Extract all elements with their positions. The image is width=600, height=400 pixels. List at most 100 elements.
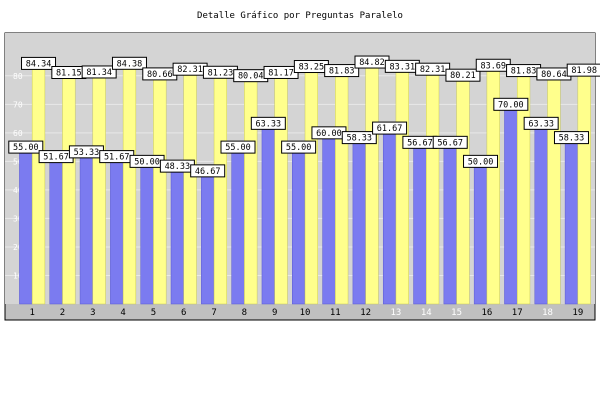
data-label-box [523, 116, 559, 130]
data-label-box [372, 121, 408, 135]
data-label: 82.31 [177, 65, 203, 75]
x-axis-ticks: 1 2 3 4 5 6 7 8 9 10 11 12 13 14 15 16 17 18 19 [29, 308, 583, 318]
data-label: 84.34 [26, 59, 52, 69]
x-tick-label: 2 [60, 308, 65, 318]
y-tick-label: 20 [13, 243, 23, 252]
bar-series-1 [231, 146, 245, 305]
data-label: 70.00 [498, 100, 524, 110]
data-label: 53.33 [74, 148, 100, 158]
data-label: 63.33 [528, 119, 554, 129]
chart-title: Detalle Gráfico por Preguntas Paralelo [197, 11, 403, 21]
data-label: 80.66 [147, 70, 173, 80]
data-labels: 55.00 84.34 51.67 81.15 53.33 81.34 51.67 84.38… [8, 55, 600, 178]
bar-series-2 [456, 74, 470, 305]
data-label: 61.67 [377, 124, 403, 134]
bar-series-2 [213, 72, 228, 305]
data-label: 55.00 [225, 143, 251, 153]
bar-series-1 [504, 104, 518, 305]
bar-series-1 [443, 142, 457, 305]
bar-series-2 [183, 68, 197, 305]
data-label-box [566, 63, 600, 77]
x-tick-label: 6 [181, 308, 186, 318]
bar-series-2 [426, 68, 440, 305]
y-tick-label: 40 [13, 186, 23, 195]
data-label: 82.31 [420, 65, 446, 75]
x-tick-label: 1 [29, 308, 34, 318]
bar-series-2 [153, 73, 167, 305]
bar-series-1 [473, 161, 488, 305]
data-label-box [341, 131, 377, 145]
data-label: 46.67 [195, 167, 221, 177]
x-tick-label: 3 [90, 308, 95, 318]
data-label-box [81, 65, 117, 79]
data-label: 81.98 [571, 66, 597, 76]
data-label: 84.38 [117, 59, 143, 69]
data-label: 51.67 [104, 153, 130, 163]
x-tick-label: 15 [451, 308, 462, 318]
bar-series-1 [201, 170, 215, 305]
bar-series-1 [19, 146, 33, 305]
data-label-box [111, 56, 147, 70]
bar-series-1 [170, 165, 184, 305]
data-label-box [8, 140, 44, 154]
data-label: 50.00 [468, 157, 494, 167]
data-label: 63.33 [256, 119, 282, 129]
bar-series-1 [564, 137, 579, 305]
bar-series-1 [322, 132, 336, 305]
data-label: 81.15 [56, 69, 82, 79]
x-tick-label: 19 [572, 308, 583, 318]
data-label: 81.34 [86, 68, 112, 78]
bar-series-2 [122, 63, 137, 305]
data-label-box [281, 140, 317, 154]
data-label: 81.83 [329, 67, 355, 77]
data-label: 58.33 [346, 134, 372, 144]
x-tick-label: 4 [120, 308, 125, 318]
x-tick-label: 8 [242, 308, 247, 318]
bar-series-1 [79, 151, 94, 305]
x-tick-label: 12 [360, 308, 371, 318]
bar-series-1 [534, 123, 548, 305]
y-tick-label: 60 [13, 129, 23, 138]
data-label-box [553, 131, 589, 145]
data-label: 55.00 [13, 143, 39, 153]
bar-series-1 [352, 137, 366, 305]
y-tick-label: 50 [13, 157, 23, 166]
bar-series-1 [261, 123, 275, 305]
data-label: 56.67 [407, 138, 433, 148]
x-tick-label: 11 [330, 308, 341, 318]
data-label: 83.31 [390, 62, 416, 72]
bar-series-2 [335, 70, 349, 305]
x-tick-label: 7 [211, 308, 216, 318]
data-label: 81.83 [511, 67, 537, 77]
data-label: 80.04 [238, 72, 264, 82]
bar-series-1 [140, 161, 154, 305]
bar-series-2 [62, 72, 76, 305]
data-label-box [463, 154, 499, 168]
bar-series-2 [365, 61, 379, 305]
bar-series-2 [395, 66, 409, 305]
bars [19, 61, 591, 305]
y-tick-label: 10 [13, 271, 23, 280]
data-label-box [432, 135, 468, 149]
bar-series-1 [110, 156, 124, 305]
data-label-box [324, 64, 360, 78]
y-tick-label: 30 [13, 214, 23, 223]
data-label-box [445, 68, 481, 82]
bar-series-2 [547, 73, 561, 305]
x-tick-label: 18 [542, 308, 553, 318]
data-label: 56.67 [437, 138, 463, 148]
bar-series-1 [292, 146, 306, 305]
data-label: 58.33 [559, 134, 585, 144]
data-label-box [250, 116, 286, 130]
bar-series-2 [92, 71, 106, 305]
data-label: 83.69 [480, 61, 506, 71]
y-axis-ticks: 10 20 30 40 50 60 70 80 [13, 72, 23, 281]
x-tick-label: 5 [151, 308, 156, 318]
y-tick-label: 70 [13, 100, 23, 109]
x-tick-label: 17 [512, 308, 523, 318]
x-tick-label: 16 [481, 308, 492, 318]
data-label: 48.33 [165, 162, 191, 172]
data-label: 50.00 [134, 157, 160, 167]
data-label-box [493, 97, 529, 111]
